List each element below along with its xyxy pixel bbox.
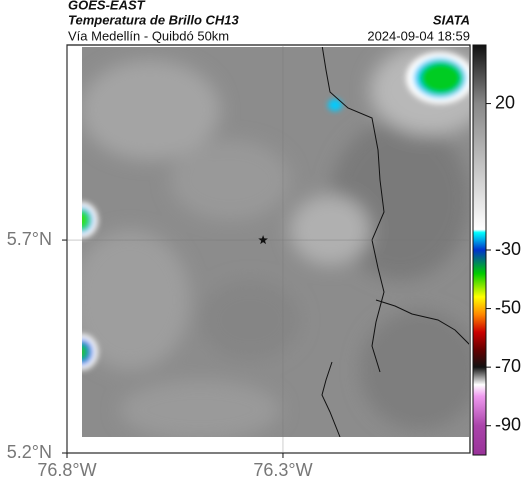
satellite: GOES-EAST bbox=[68, 0, 146, 12]
x-tick-label: 76.8°W bbox=[37, 460, 96, 480]
colorbar bbox=[472, 44, 487, 456]
region: Vía Medellín - Quibdó 50km bbox=[68, 28, 229, 43]
station-marker bbox=[258, 235, 268, 245]
colorbar-tick-label: 20 bbox=[495, 92, 515, 112]
y-tick-label: 5.7°N bbox=[7, 229, 52, 249]
source: SIATA bbox=[433, 12, 470, 27]
y-tick-label: 5.2°N bbox=[7, 442, 52, 462]
colorbar-tick-label: -90 bbox=[495, 414, 521, 434]
border bbox=[375, 299, 469, 345]
colorbar-tick-label: -30 bbox=[495, 239, 521, 259]
product: Temperatura de Brillo CH13 bbox=[68, 12, 240, 27]
timestamp: 2024-09-04 18:59 bbox=[367, 28, 470, 43]
satellite-image bbox=[82, 47, 469, 437]
colorbar-tick-label: -70 bbox=[495, 356, 521, 376]
x-tick-label: 76.3°W bbox=[253, 460, 312, 480]
border bbox=[321, 361, 341, 437]
border bbox=[321, 47, 385, 373]
colorbar-tick-label: -50 bbox=[495, 297, 521, 317]
